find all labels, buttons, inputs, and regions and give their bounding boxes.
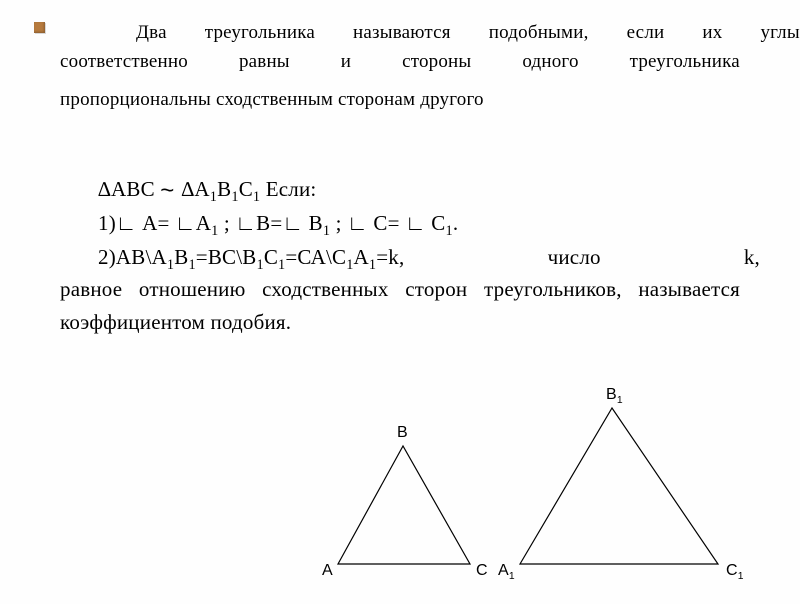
intro-w: Два: [98, 18, 167, 47]
vertex-b-label: В: [397, 424, 408, 442]
vertex-b1-label: В1: [606, 386, 623, 404]
intro-w: равны: [239, 47, 290, 76]
intro-paragraph: Два треугольника называются подобными, е…: [60, 18, 740, 114]
tri-a1b1c1: ∆А1В1С1: [181, 177, 260, 201]
vertex-c-label: С: [476, 562, 488, 580]
vertex-a-label: А: [322, 562, 333, 580]
vertex-c1-label: С1: [726, 562, 744, 580]
condition-1: 1)∟ А= ∟А1 ; ∟В=∟ В1 ; ∟ С= ∟ С1.: [60, 207, 740, 241]
condition-2-and-rest: 2)АВ\А1В1=ВС\В1С1=СА\С1А1=k, число k, ра…: [60, 241, 740, 339]
intro-w: и: [341, 47, 351, 76]
intro-w: их: [664, 18, 722, 47]
if-label: Если:: [260, 177, 316, 201]
triangle-abc: [338, 446, 470, 564]
tri-abc: ∆АВС: [98, 177, 155, 201]
diagram-area: А В С А1 В1 С1: [0, 394, 800, 594]
intro-w: стороны: [402, 47, 471, 76]
triangle-a1b1c1: [520, 408, 718, 564]
intro-w: углы: [722, 18, 799, 47]
vertex-a1-label: А1: [498, 562, 515, 580]
intro-w: подобными,: [451, 18, 589, 47]
intro-w: треугольника: [630, 47, 740, 76]
main-text: ∆АВС ~ ∆А1В1С1 Если: 1)∟ А= ∟А1 ; ∟В=∟ В…: [60, 170, 740, 338]
intro-w: называются: [315, 18, 451, 47]
intro-w: треугольника: [167, 18, 315, 47]
intro-w: если: [589, 18, 665, 47]
heading-bullet: [34, 22, 45, 33]
intro-w: одного: [522, 47, 578, 76]
intro-line3: пропорциональны сходственным сторонам др…: [60, 85, 740, 114]
sim-symbol: ~: [160, 177, 181, 204]
intro-w: соответственно: [60, 47, 188, 76]
